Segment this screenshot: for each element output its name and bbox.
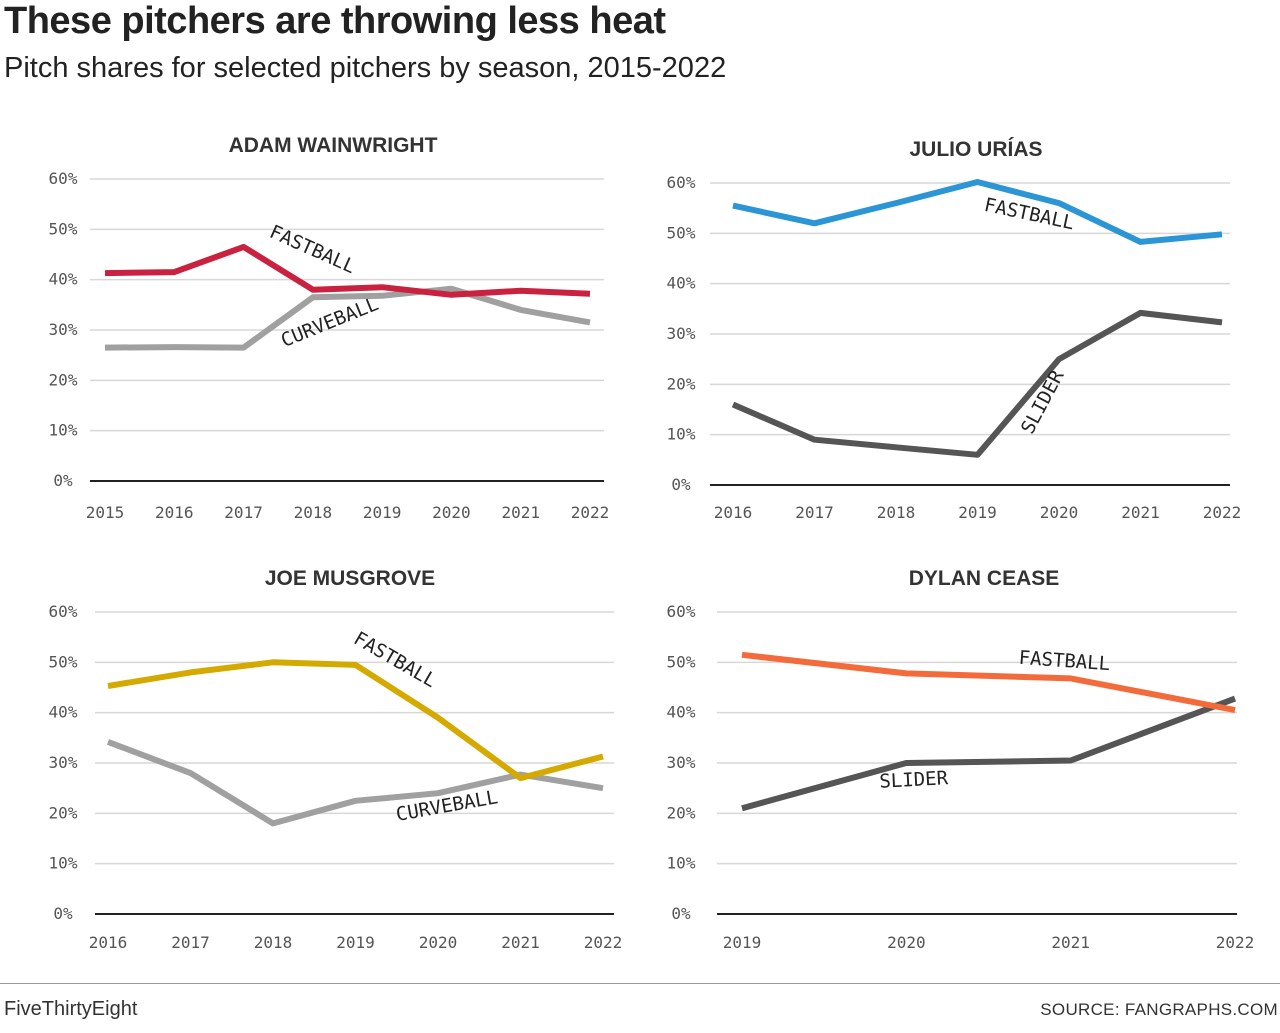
y-tick-label: 50% [667, 223, 696, 242]
y-tick-label: 50% [667, 652, 696, 671]
x-tick-label: 2020 [432, 503, 471, 522]
y-tick-label: 20% [667, 803, 696, 822]
x-tick-label: 2018 [294, 503, 333, 522]
y-tick-label: 0% [53, 904, 73, 923]
series-label-slider: SLIDER [879, 767, 949, 793]
y-tick-label: 60% [49, 169, 78, 188]
y-tick-label: 30% [667, 324, 696, 343]
footer-divider [0, 983, 1280, 984]
y-tick-label: 0% [671, 475, 691, 494]
panel-title: JULIO URÍAS [909, 138, 1042, 161]
series-line-curveball [104, 285, 591, 351]
x-tick-label: 2019 [363, 503, 402, 522]
page-subtitle: Pitch shares for selected pitchers by se… [4, 52, 727, 84]
series-label-fastball: FASTBALL [982, 194, 1076, 235]
y-tick-label: 40% [49, 270, 78, 289]
x-tick-label: 2015 [86, 503, 125, 522]
x-tick-label: 2022 [571, 503, 610, 522]
x-tick-label: 2017 [171, 933, 210, 952]
x-tick-label: 2018 [877, 503, 916, 522]
series-line-fastball [741, 651, 1236, 714]
y-tick-label: 30% [667, 753, 696, 772]
y-tick-label: 10% [667, 425, 696, 444]
x-tick-label: 2017 [224, 503, 263, 522]
series-label-fastball: FASTBALL [1018, 647, 1111, 675]
panel-title: ADAM WAINWRIGHT [229, 134, 438, 157]
source-credit: SOURCE: FANGRAPHS.COM [1040, 1000, 1278, 1019]
y-tick-label: 50% [49, 652, 78, 671]
panel-joe-musgrove: JOE MUSGROVE 0% 10% 20% 30% 40% 50% 60% 2016 2017… [49, 567, 623, 952]
x-tick-label: 2021 [1051, 933, 1090, 952]
x-tick-label: 2016 [155, 503, 194, 522]
x-tick-label: 2020 [419, 933, 458, 952]
series-line-fastball [107, 659, 604, 782]
x-tick-label: 2020 [887, 933, 926, 952]
y-tick-label: 60% [49, 602, 78, 621]
y-tick-label: 10% [49, 421, 78, 440]
y-tick-label: 60% [667, 173, 696, 192]
series-label-fastball: FASTBALL [350, 627, 440, 692]
x-tick-label: 2021 [501, 933, 540, 952]
series-line-curveball [106, 739, 604, 827]
y-tick-label: 40% [49, 703, 78, 722]
x-tick-label: 2016 [89, 933, 128, 952]
y-tick-label: 30% [49, 753, 78, 772]
x-tick-label: 2020 [1040, 503, 1079, 522]
x-tick-label: 2018 [254, 933, 293, 952]
y-tick-label: 60% [667, 602, 696, 621]
y-tick-label: 30% [49, 320, 78, 339]
x-tick-label: 2022 [584, 933, 623, 952]
x-tick-label: 2017 [795, 503, 834, 522]
page-title: These pitchers are throwing less heat [4, 0, 666, 42]
x-tick-label: 2022 [1216, 933, 1255, 952]
y-tick-label: 20% [49, 370, 78, 389]
y-tick-label: 10% [49, 854, 78, 873]
y-tick-label: 40% [667, 274, 696, 293]
panel-title: JOE MUSGROVE [265, 567, 435, 590]
x-tick-label: 2019 [723, 933, 762, 952]
series-label-curveball: CURVEBALL [278, 293, 382, 352]
x-tick-label: 2019 [958, 503, 997, 522]
panel-adam-wainwright: ADAM WAINWRIGHT 0% 10% 20% 30% 40% 50% 60% 2015 2… [49, 134, 610, 522]
y-tick-label: 10% [667, 854, 696, 873]
series-line-fastball [732, 179, 1223, 245]
x-tick-label: 2022 [1203, 503, 1242, 522]
y-tick-label: 20% [667, 374, 696, 393]
y-tick-label: 0% [53, 471, 73, 490]
x-tick-label: 2019 [336, 933, 375, 952]
x-tick-label: 2021 [501, 503, 540, 522]
panel-dylan-cease: DYLAN CEASE 0% 10% 20% 30% 40% 50% 60% 2019 2020 2… [667, 567, 1255, 952]
y-tick-label: 0% [671, 904, 691, 923]
panel-title: DYLAN CEASE [909, 567, 1060, 590]
y-tick-label: 40% [667, 703, 696, 722]
series-line-fastball [104, 243, 591, 298]
x-tick-label: 2021 [1121, 503, 1160, 522]
panel-julio-ur-as: JULIO URÍAS 0% 10% 20% 30% 40% 50% 60% 2016 2017 2… [667, 138, 1242, 522]
brand-wordmark: FiveThirtyEight [4, 998, 138, 1020]
y-tick-label: 20% [49, 803, 78, 822]
series-line-slider [731, 309, 1223, 458]
small-multiples-chart: ADAM WAINWRIGHT 0% 10% 20% 30% 40% 50% 60% 2015 2… [49, 134, 1255, 952]
x-tick-label: 2016 [714, 503, 753, 522]
y-tick-label: 50% [49, 219, 78, 238]
series-line-slider [741, 695, 1237, 812]
